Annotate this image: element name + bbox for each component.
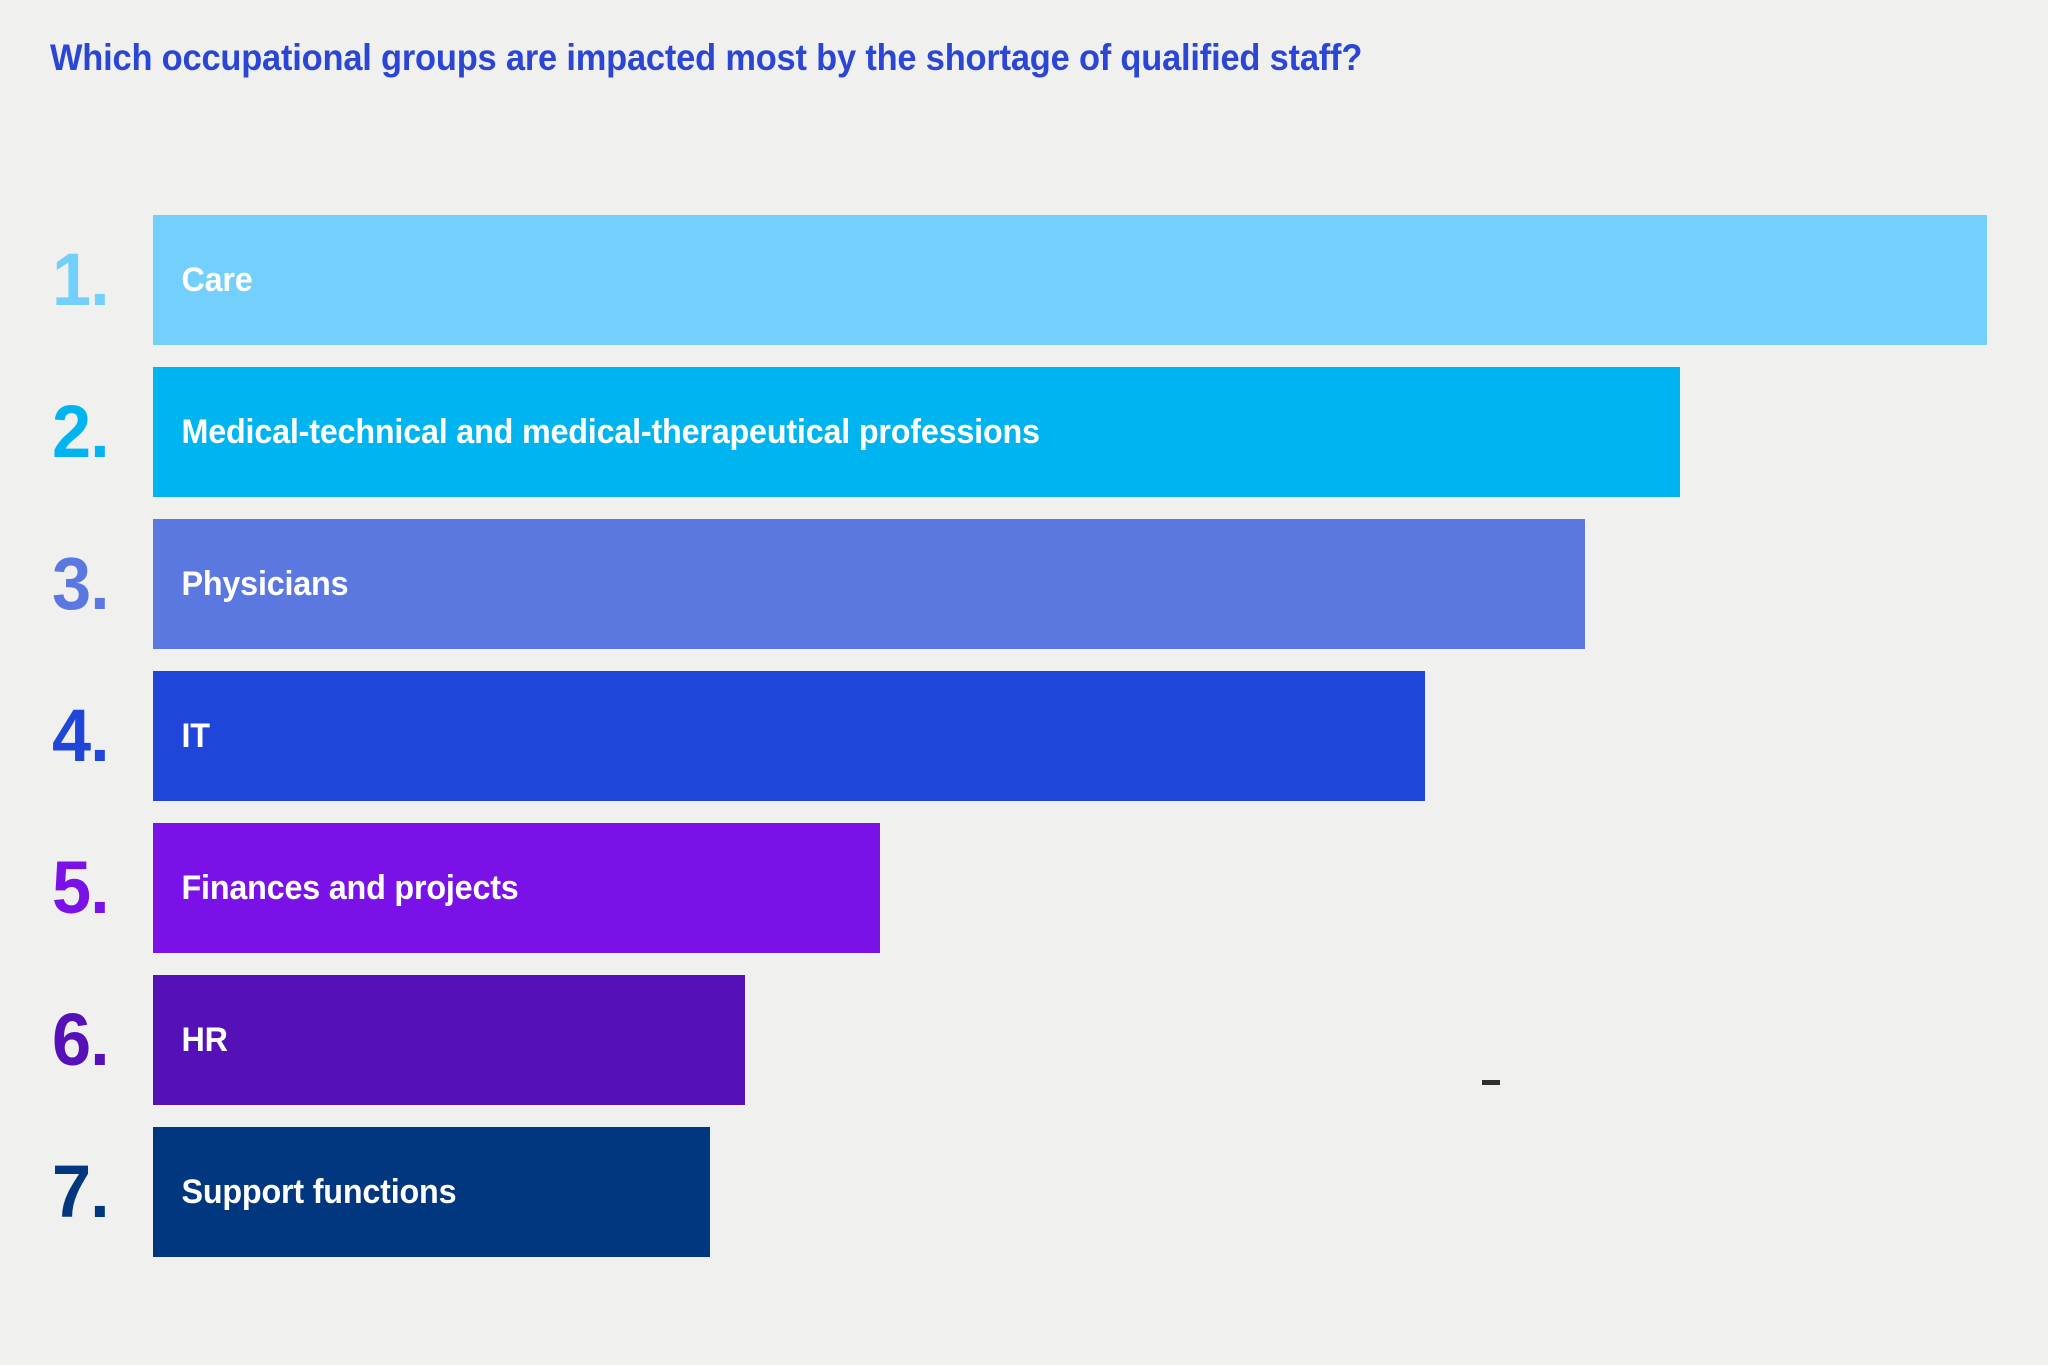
bar-rank-number: 6. (52, 998, 110, 1081)
bar-rank-number: 4. (52, 694, 110, 777)
page-title: Which occupational groups are impacted m… (50, 37, 1363, 78)
bar: HR (153, 975, 745, 1105)
bar-label: Physicians (181, 564, 349, 603)
bar-label: IT (181, 716, 211, 755)
bar-label: HR (181, 1020, 228, 1059)
bar: Medical-technical and medical-therapeuti… (153, 367, 1680, 497)
bar: Care (153, 215, 1987, 345)
bar-rank-number: 7. (52, 1150, 110, 1233)
bar-row: 2. Medical-technical and medical-therapeu… (0, 367, 2048, 497)
bar-rank-number: 2. (52, 390, 110, 473)
bar-row: 1. Care (0, 215, 2048, 345)
bar: Physicians (153, 519, 1585, 649)
bar-rank-number: 3. (52, 542, 110, 625)
bar-row: 6. HR (0, 975, 2048, 1105)
bar: IT (153, 671, 1425, 801)
ranked-bar-list: 1. Care 2. Medical-technical and medical-th… (0, 215, 2048, 1279)
bar-row: 5. Finances and projects (0, 823, 2048, 953)
bar-row: 4. IT (0, 671, 2048, 801)
bar: Finances and projects (153, 823, 880, 953)
bar-label: Care (181, 260, 253, 299)
bar-label: Support functions (181, 1172, 457, 1211)
bar-label: Medical-technical and medical-therapeuti… (181, 412, 1041, 451)
stray-dash-artifact (1482, 1080, 1500, 1085)
bar-rank-number: 1. (52, 238, 110, 321)
bar: Support functions (153, 1127, 710, 1257)
bar-label: Finances and projects (181, 868, 519, 907)
bar-row: 7. Support functions (0, 1127, 2048, 1257)
bar-row: 3. Physicians (0, 519, 2048, 649)
bar-rank-number: 5. (52, 846, 110, 929)
